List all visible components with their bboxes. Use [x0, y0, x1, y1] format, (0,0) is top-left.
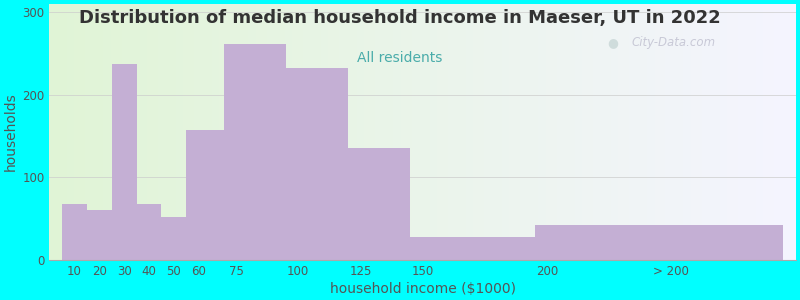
Text: City-Data.com: City-Data.com	[632, 36, 716, 49]
Bar	[534, 225, 659, 260]
X-axis label: household income ($1000): household income ($1000)	[330, 282, 516, 296]
Bar	[137, 204, 162, 260]
Bar	[186, 130, 224, 260]
Bar	[86, 210, 112, 260]
Bar	[112, 64, 137, 260]
Text: Distribution of median household income in Maeser, UT in 2022: Distribution of median household income …	[79, 9, 721, 27]
Text: All residents: All residents	[358, 51, 442, 65]
Bar	[410, 237, 534, 260]
Y-axis label: households: households	[4, 93, 18, 171]
Bar	[62, 204, 86, 260]
Bar	[348, 148, 410, 260]
Bar	[659, 225, 783, 260]
Bar	[162, 217, 186, 260]
Text: ●: ●	[607, 36, 618, 49]
Bar	[224, 44, 286, 260]
Bar	[286, 68, 348, 260]
